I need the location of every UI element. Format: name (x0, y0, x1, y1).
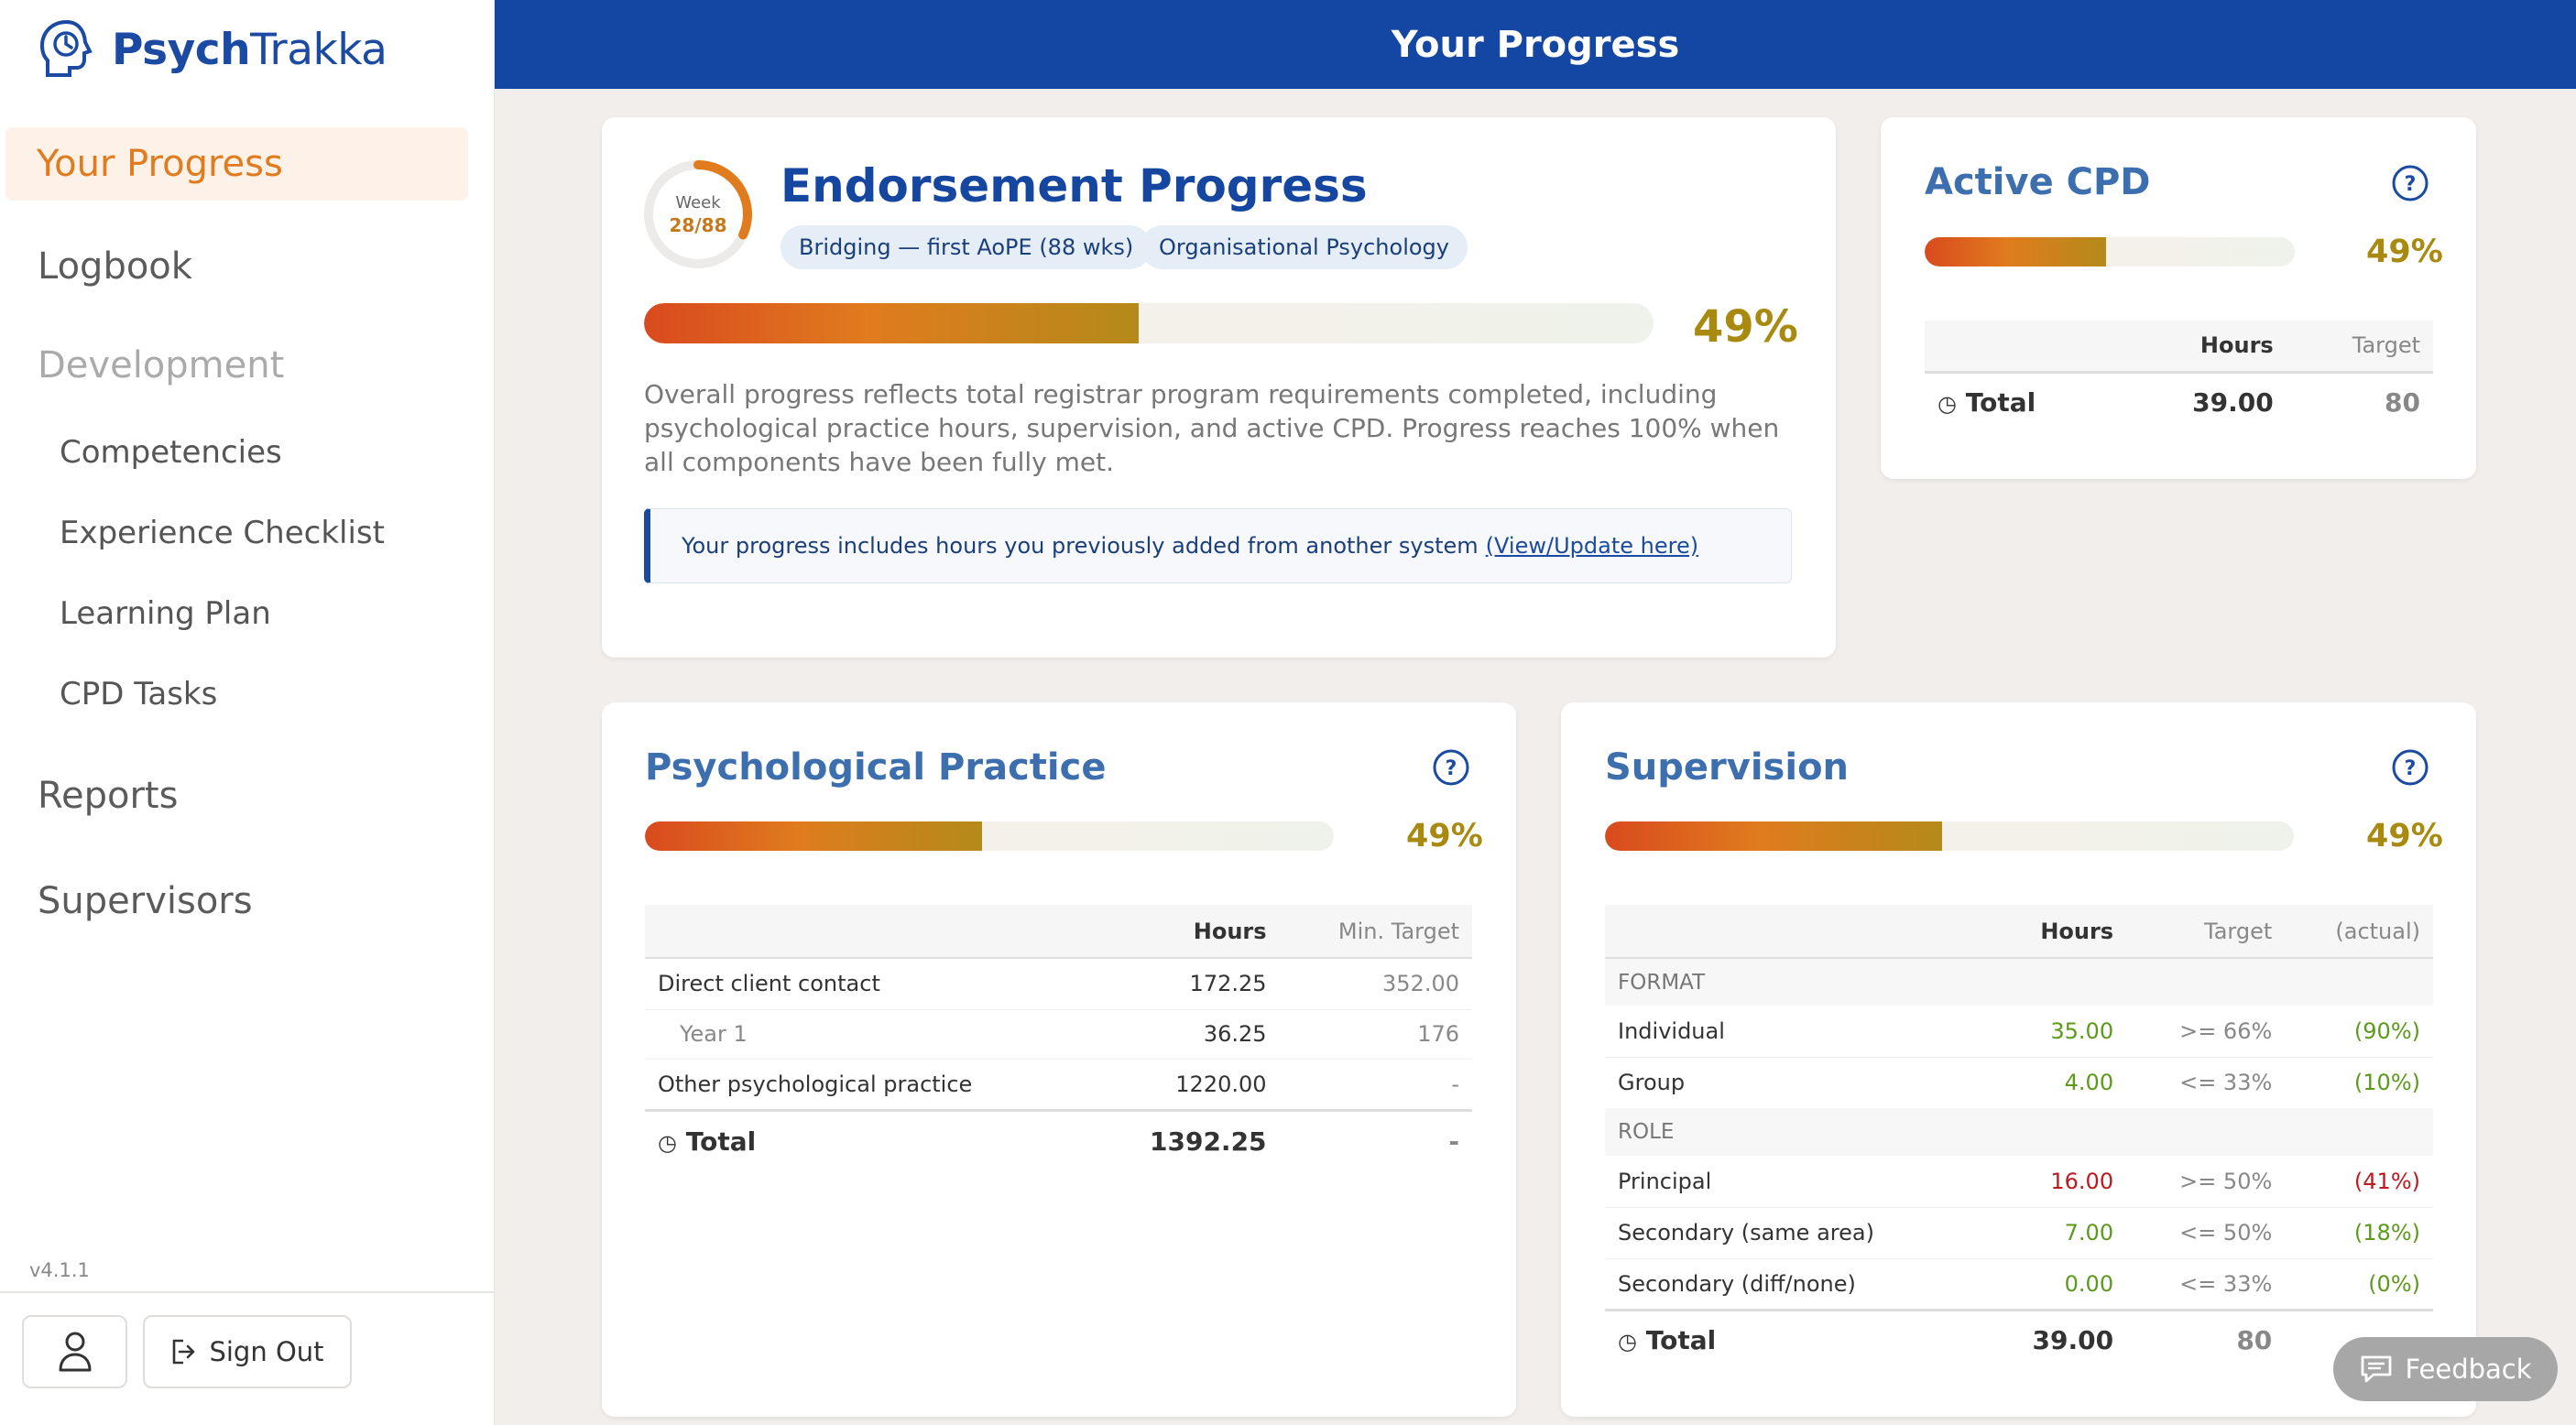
clock-icon: ◷ (1937, 391, 1957, 418)
endorsement-description: Overall progress reflects total registra… (644, 379, 1780, 477)
supervision-title: Supervision (1605, 746, 1850, 789)
ring-label: Week (675, 193, 721, 212)
clock-icon: ◷ (1618, 1329, 1637, 1355)
nav-competencies[interactable]: Competencies (60, 434, 282, 471)
chat-icon (2362, 1355, 2392, 1383)
nav-section-development: Development (38, 344, 285, 386)
col-target: Target (2204, 918, 2273, 944)
cpd-progress-bar (1925, 237, 2295, 267)
sign-out-label: Sign Out (209, 1336, 324, 1367)
supervision-percent: 49% (2366, 818, 2443, 854)
nav-your-progress[interactable]: Your Progress (5, 127, 468, 201)
total-target: 80 (2385, 387, 2420, 419)
col-hours: Hours (2199, 332, 2274, 359)
feedback-label: Feedback (2405, 1354, 2532, 1385)
user-icon (59, 1332, 91, 1372)
nav-reports[interactable]: Reports (38, 775, 179, 817)
nav-learning-plan[interactable]: Learning Plan (60, 595, 271, 632)
practice-help-icon[interactable]: ? (1432, 748, 1470, 787)
app-name: PsychTrakka (112, 24, 387, 75)
table-row: Secondary (diff/none) 0.00 <= 33% (0%) (1605, 1258, 2433, 1310)
svg-text:?: ? (2405, 173, 2417, 196)
sidebar: PsychTrakka Your Progress Logbook Develo… (0, 0, 495, 1425)
ring-value: 28/88 (670, 214, 727, 236)
col-actual: (actual) (2335, 918, 2420, 944)
col-min-target: Min. Target (1337, 918, 1459, 944)
endorsement-progress-bar (644, 303, 1654, 343)
practice-title: Psychological Practice (645, 746, 1107, 789)
cpd-help-icon[interactable]: ? (2391, 164, 2429, 202)
endorsement-percent: 49% (1693, 301, 1798, 353)
nav-cpd-tasks[interactable]: CPD Tasks (60, 676, 218, 712)
imported-hours-notice: Your progress includes hours you previou… (644, 508, 1792, 583)
nav-logbook[interactable]: Logbook (38, 245, 192, 288)
table-row: Secondary (same area) 7.00 <= 50% (18%) (1605, 1207, 2433, 1258)
active-cpd-card (1881, 117, 2476, 479)
feedback-button[interactable]: Feedback (2333, 1337, 2558, 1401)
total-row: ◷ Total 1392.25 - (658, 1126, 1459, 1158)
section-row: ROLE (1605, 1108, 2433, 1156)
col-hours: Hours (2040, 918, 2114, 944)
total-row: ◷ Total 39.00 80 (1618, 1325, 2273, 1356)
area-chip: Organisational Psychology (1141, 225, 1468, 269)
section-row: FORMAT (1605, 958, 2433, 1006)
sign-out-button[interactable]: Sign Out (143, 1315, 352, 1388)
profile-button[interactable] (22, 1315, 127, 1388)
cpd-title: Active CPD (1925, 161, 2151, 203)
total-hours: 39.00 (2192, 387, 2274, 419)
nav-experience-checklist[interactable]: Experience Checklist (60, 515, 385, 551)
table-row: Other psychological practice 1220.00 - (645, 1059, 1472, 1110)
table-row: Individual 35.00 >= 66% (90%) (1605, 1006, 2433, 1057)
svg-text:?: ? (2405, 757, 2417, 780)
supervision-help-icon[interactable]: ? (2391, 748, 2429, 787)
sign-out-icon (173, 1339, 195, 1365)
table-row: Year 1 36.25 176 (645, 1009, 1472, 1059)
page-title: Your Progress (1391, 23, 1680, 66)
supervision-progress-bar (1605, 821, 2294, 851)
practice-percent: 49% (1406, 818, 1483, 854)
practice-progress-bar (645, 821, 1334, 851)
week-progress-ring: Week 28/88 (644, 160, 752, 268)
page-header: Your Progress (495, 0, 2576, 89)
col-target: Target (2352, 332, 2420, 359)
cpd-percent: 49% (2366, 234, 2443, 270)
program-chip: Bridging — first AoPE (88 wks) (780, 225, 1152, 269)
clock-icon: ◷ (658, 1130, 677, 1157)
svg-text:?: ? (1446, 757, 1457, 780)
endorsement-title: Endorsement Progress (780, 159, 1368, 212)
app-version: v4.1.1 (29, 1259, 90, 1281)
supervision-table: Hours Target (actual) FORMAT Individual … (1605, 905, 2433, 1370)
brain-head-icon (39, 19, 93, 77)
cpd-table: Hours Target ◷ Total 39.00 80 (1925, 321, 2433, 432)
table-row: Group 4.00 <= 33% (10%) (1618, 1070, 2420, 1096)
col-hours: Hours (1193, 918, 1267, 944)
app-logo[interactable]: PsychTrakka (35, 16, 387, 82)
practice-table: Hours Min. Target Direct client contact … (645, 905, 1472, 1172)
table-row: Principal 16.00 >= 50% (41%) (1605, 1156, 2433, 1207)
notice-text: Your progress includes hours you previou… (682, 533, 1479, 559)
total-cell: ◷ Total (1937, 387, 2036, 419)
view-update-link[interactable]: (View/Update here) (1485, 533, 1699, 559)
nav-supervisors[interactable]: Supervisors (38, 880, 253, 922)
table-row: Direct client contact 172.25 352.00 (645, 958, 1472, 1009)
sidebar-divider (0, 1291, 495, 1293)
